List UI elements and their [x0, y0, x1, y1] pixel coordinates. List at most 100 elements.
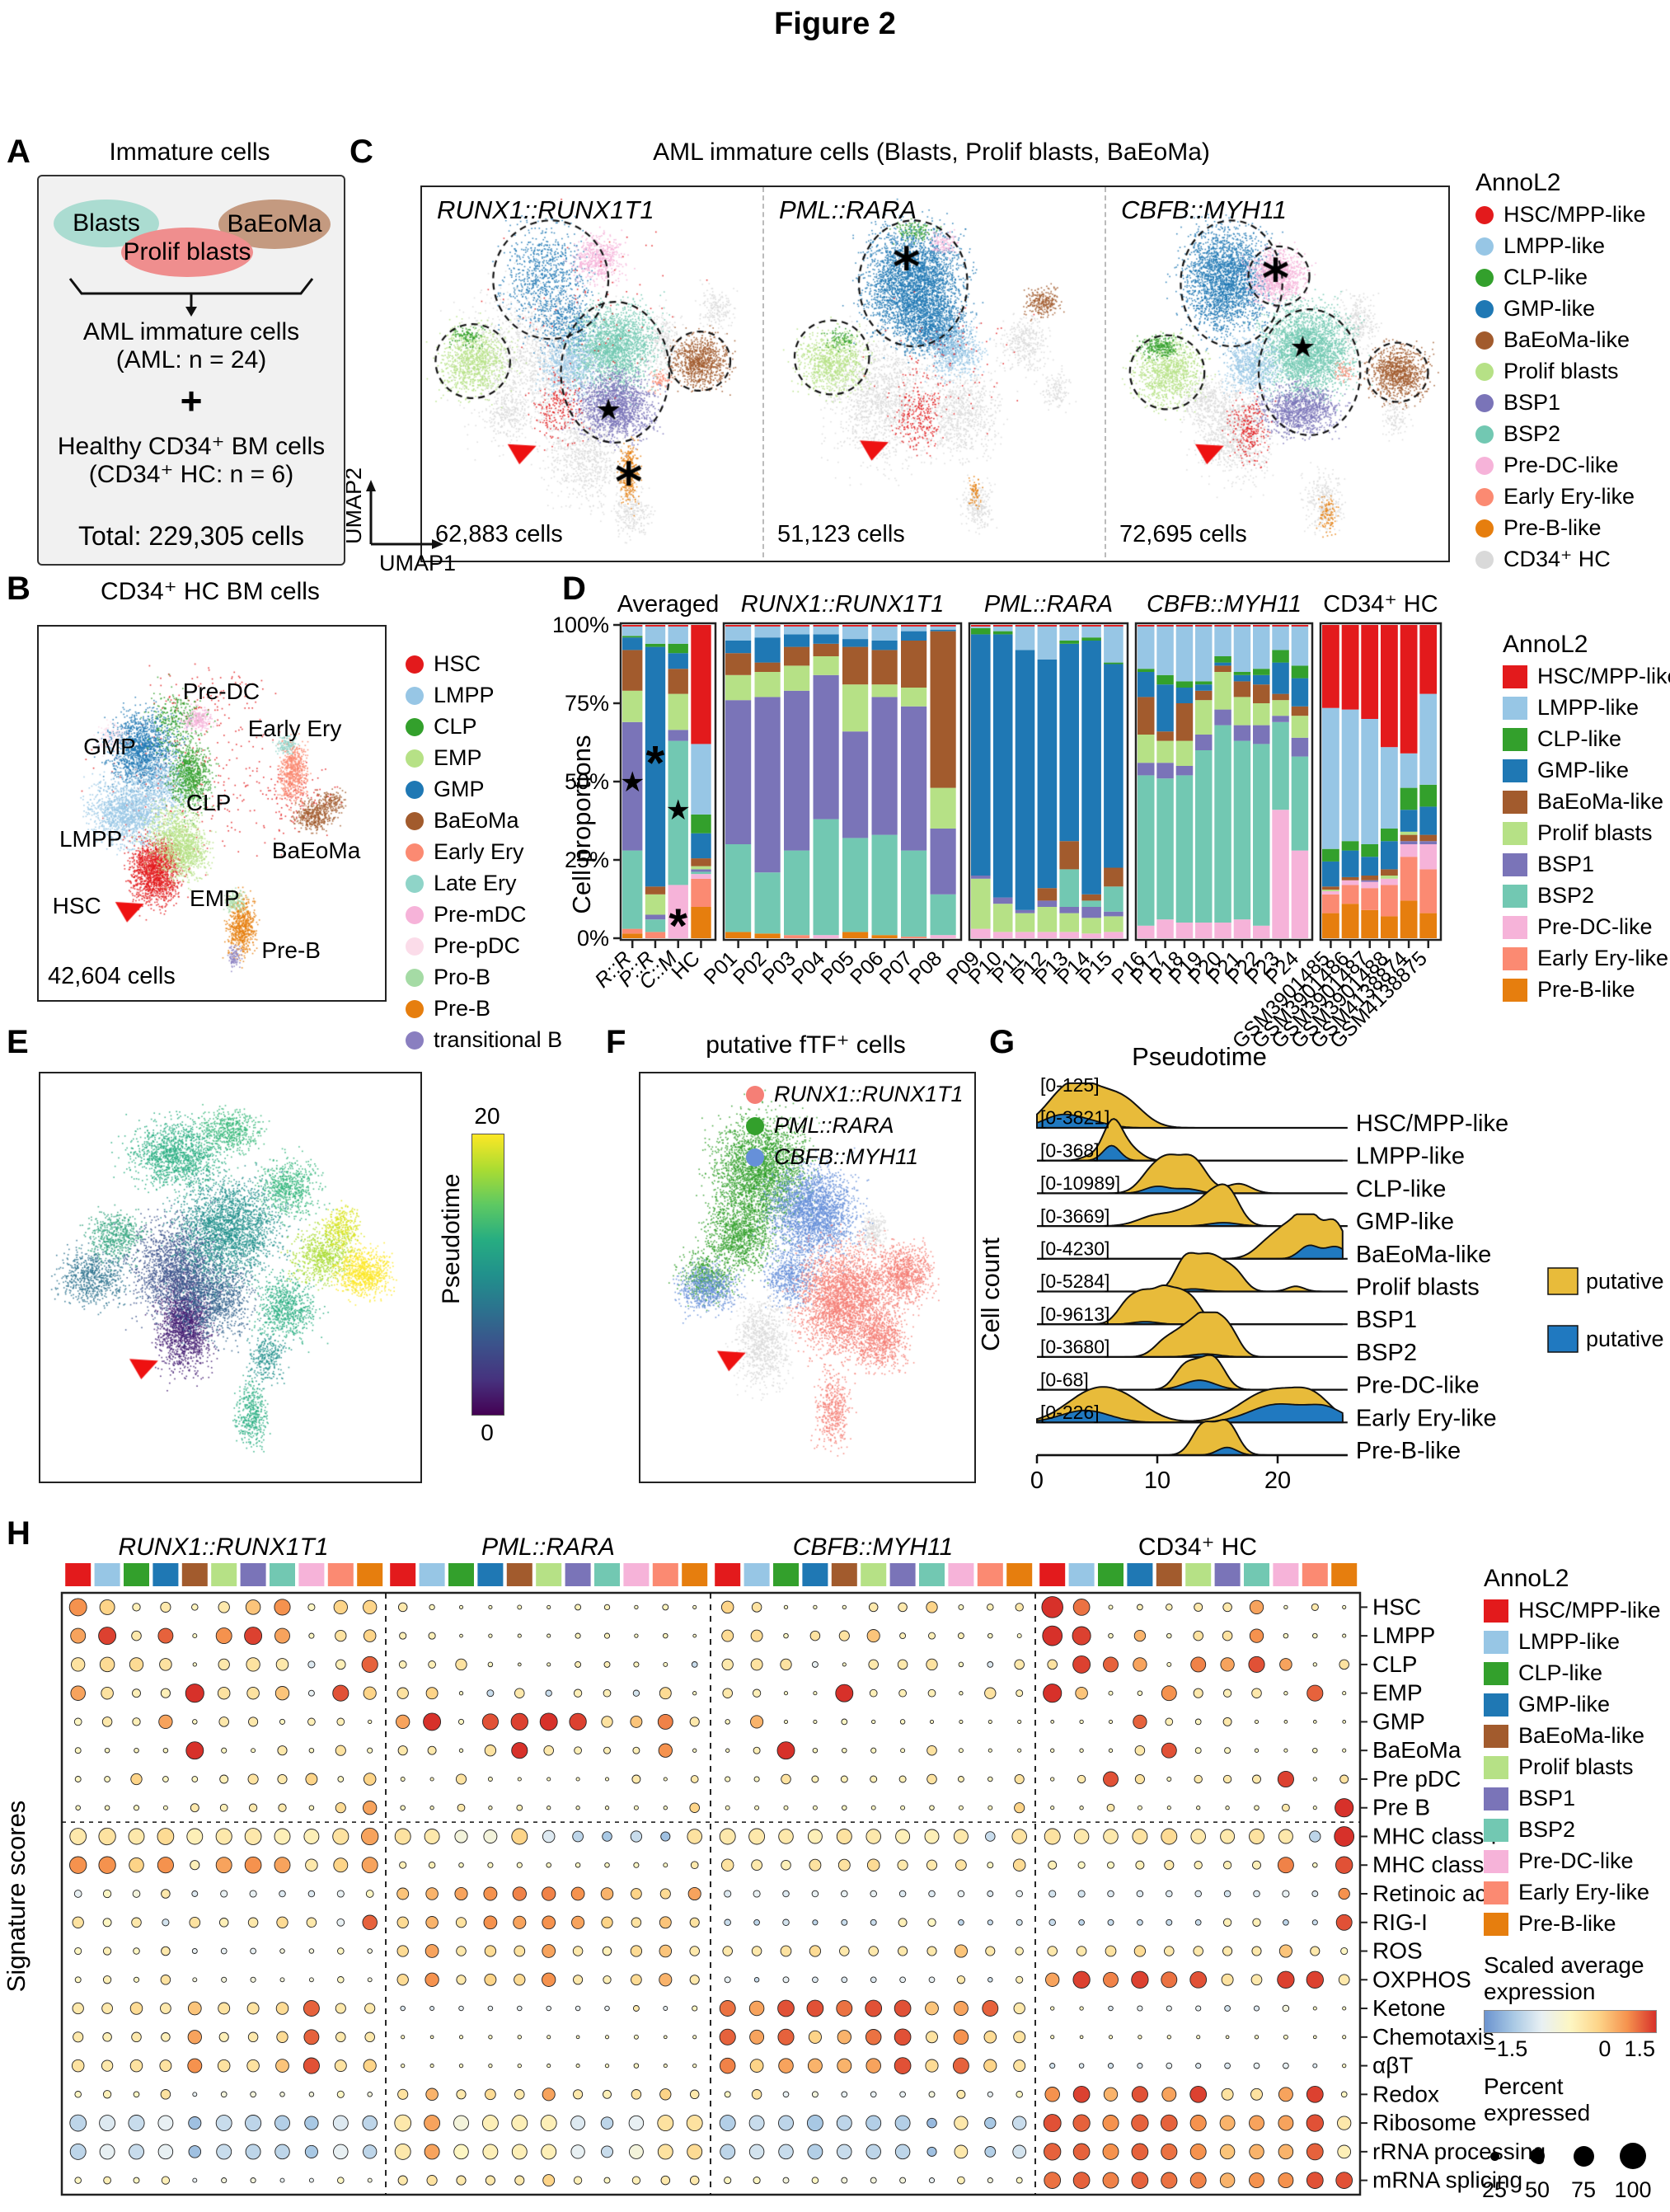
panel-d-legend-title: AnnoL2	[1503, 631, 1588, 658]
bar-segment	[1059, 626, 1079, 641]
dot	[659, 1944, 673, 1958]
dot	[1254, 1748, 1260, 1753]
dot	[842, 1662, 847, 1667]
dot	[1015, 1947, 1024, 1956]
bar-segment	[725, 641, 752, 654]
dot	[1306, 2143, 1324, 2161]
dot	[1016, 1633, 1022, 1639]
bar-segment	[1015, 909, 1035, 913]
panelg-xtick: 10	[1144, 1468, 1170, 1494]
dot	[753, 1746, 761, 1754]
annol2-legend-swatch	[1475, 550, 1494, 569]
dot	[1340, 2091, 1348, 2098]
annol2-legend-item: Prolif blasts	[1475, 359, 1646, 384]
dot	[1253, 1890, 1260, 1898]
dot	[274, 1627, 290, 1644]
column-color-swatch	[1098, 1563, 1123, 1586]
dot	[1072, 2085, 1091, 2103]
dot	[190, 1803, 199, 1813]
dot	[1224, 2005, 1231, 2012]
bar-segment	[754, 637, 781, 663]
dot	[218, 1658, 230, 1671]
dot	[131, 1630, 142, 1641]
dot	[659, 1973, 673, 1987]
dot	[102, 2090, 112, 2099]
bar-segment	[645, 919, 666, 932]
dot	[539, 1712, 558, 1731]
dot	[425, 1916, 439, 1929]
dot	[1340, 1947, 1349, 1956]
bar-segment	[1291, 737, 1309, 757]
dot	[513, 1915, 527, 1929]
dot	[841, 1890, 848, 1898]
panelh-row-label: OXPHOS	[1372, 1966, 1471, 1992]
subpanel-title-cbfb: CBFB::MYH11	[1121, 195, 1287, 224]
dot	[957, 1632, 964, 1640]
subpanel-title-pml: PML::RARA	[779, 195, 917, 224]
dot	[1137, 2063, 1143, 2069]
bar-segment	[971, 876, 991, 879]
bar-segment	[930, 894, 956, 936]
dot	[363, 1629, 377, 1642]
dot	[219, 1774, 229, 1784]
dot	[217, 1686, 231, 1700]
dot	[663, 2035, 668, 2040]
bar-segment	[754, 626, 781, 638]
bar-segment	[668, 625, 688, 627]
dot	[70, 1627, 87, 1644]
annol2-legend-item: Pre-B-like	[1475, 515, 1646, 541]
panelh-legend-swatch	[1484, 1912, 1508, 1936]
dot	[1041, 1596, 1063, 1618]
bar-segment	[1400, 810, 1418, 832]
column-color-swatch	[919, 1563, 945, 1586]
dot	[218, 2031, 229, 2042]
dot	[1222, 1918, 1232, 1927]
dot	[485, 2175, 495, 2186]
dot	[898, 1946, 908, 1956]
annol1-legend-label: Pro-B	[434, 965, 491, 989]
ridge-label: HSC/MPP-like	[1356, 1111, 1508, 1137]
dot	[984, 2146, 997, 2158]
dot	[1103, 2087, 1119, 2102]
bar-segment	[668, 643, 688, 654]
column-color-swatch	[390, 1563, 416, 1586]
dot	[335, 2003, 346, 2014]
percent-dot-25	[1489, 2151, 1499, 2161]
percent-dot-50	[1530, 2149, 1545, 2163]
dot	[547, 1777, 551, 1782]
dot	[517, 2035, 522, 2040]
dot	[987, 1604, 994, 1611]
dot	[603, 1688, 612, 1698]
paneld-legend-item: Early Ery-like	[1503, 946, 1670, 971]
dot	[308, 2177, 314, 2183]
bar-segment	[754, 672, 781, 697]
dot	[246, 2002, 260, 2015]
bar-segment	[813, 634, 839, 644]
ridge-range: [0-226]	[1040, 1402, 1100, 1423]
bar-segment	[1037, 626, 1058, 660]
annol1-legend-label: HSC	[434, 651, 481, 676]
dot	[303, 2029, 320, 2045]
bar-segment	[645, 894, 666, 915]
dot	[517, 1633, 522, 1638]
dot	[954, 2116, 969, 2130]
bar-segment	[1195, 690, 1213, 701]
bar-segment	[1322, 625, 1339, 708]
dot	[218, 2002, 231, 2015]
paneld-legend-item: LMPP-like	[1503, 695, 1670, 721]
dot	[1222, 1688, 1232, 1698]
dot	[367, 2177, 373, 2183]
dot	[811, 2091, 819, 2098]
dot	[1079, 1748, 1084, 1753]
panelh-row-label: ROS	[1372, 1938, 1423, 1964]
dot	[984, 2116, 997, 2130]
dot	[129, 2002, 143, 2015]
dot	[894, 2057, 912, 2074]
scale-legend-title2: expression	[1484, 1979, 1596, 2004]
expression-colorbar	[1484, 2010, 1657, 2033]
dot	[275, 2059, 289, 2073]
dot	[1050, 1748, 1055, 1753]
dot	[837, 1858, 851, 1872]
dot	[1076, 1946, 1087, 1956]
dot	[1166, 2062, 1173, 2069]
